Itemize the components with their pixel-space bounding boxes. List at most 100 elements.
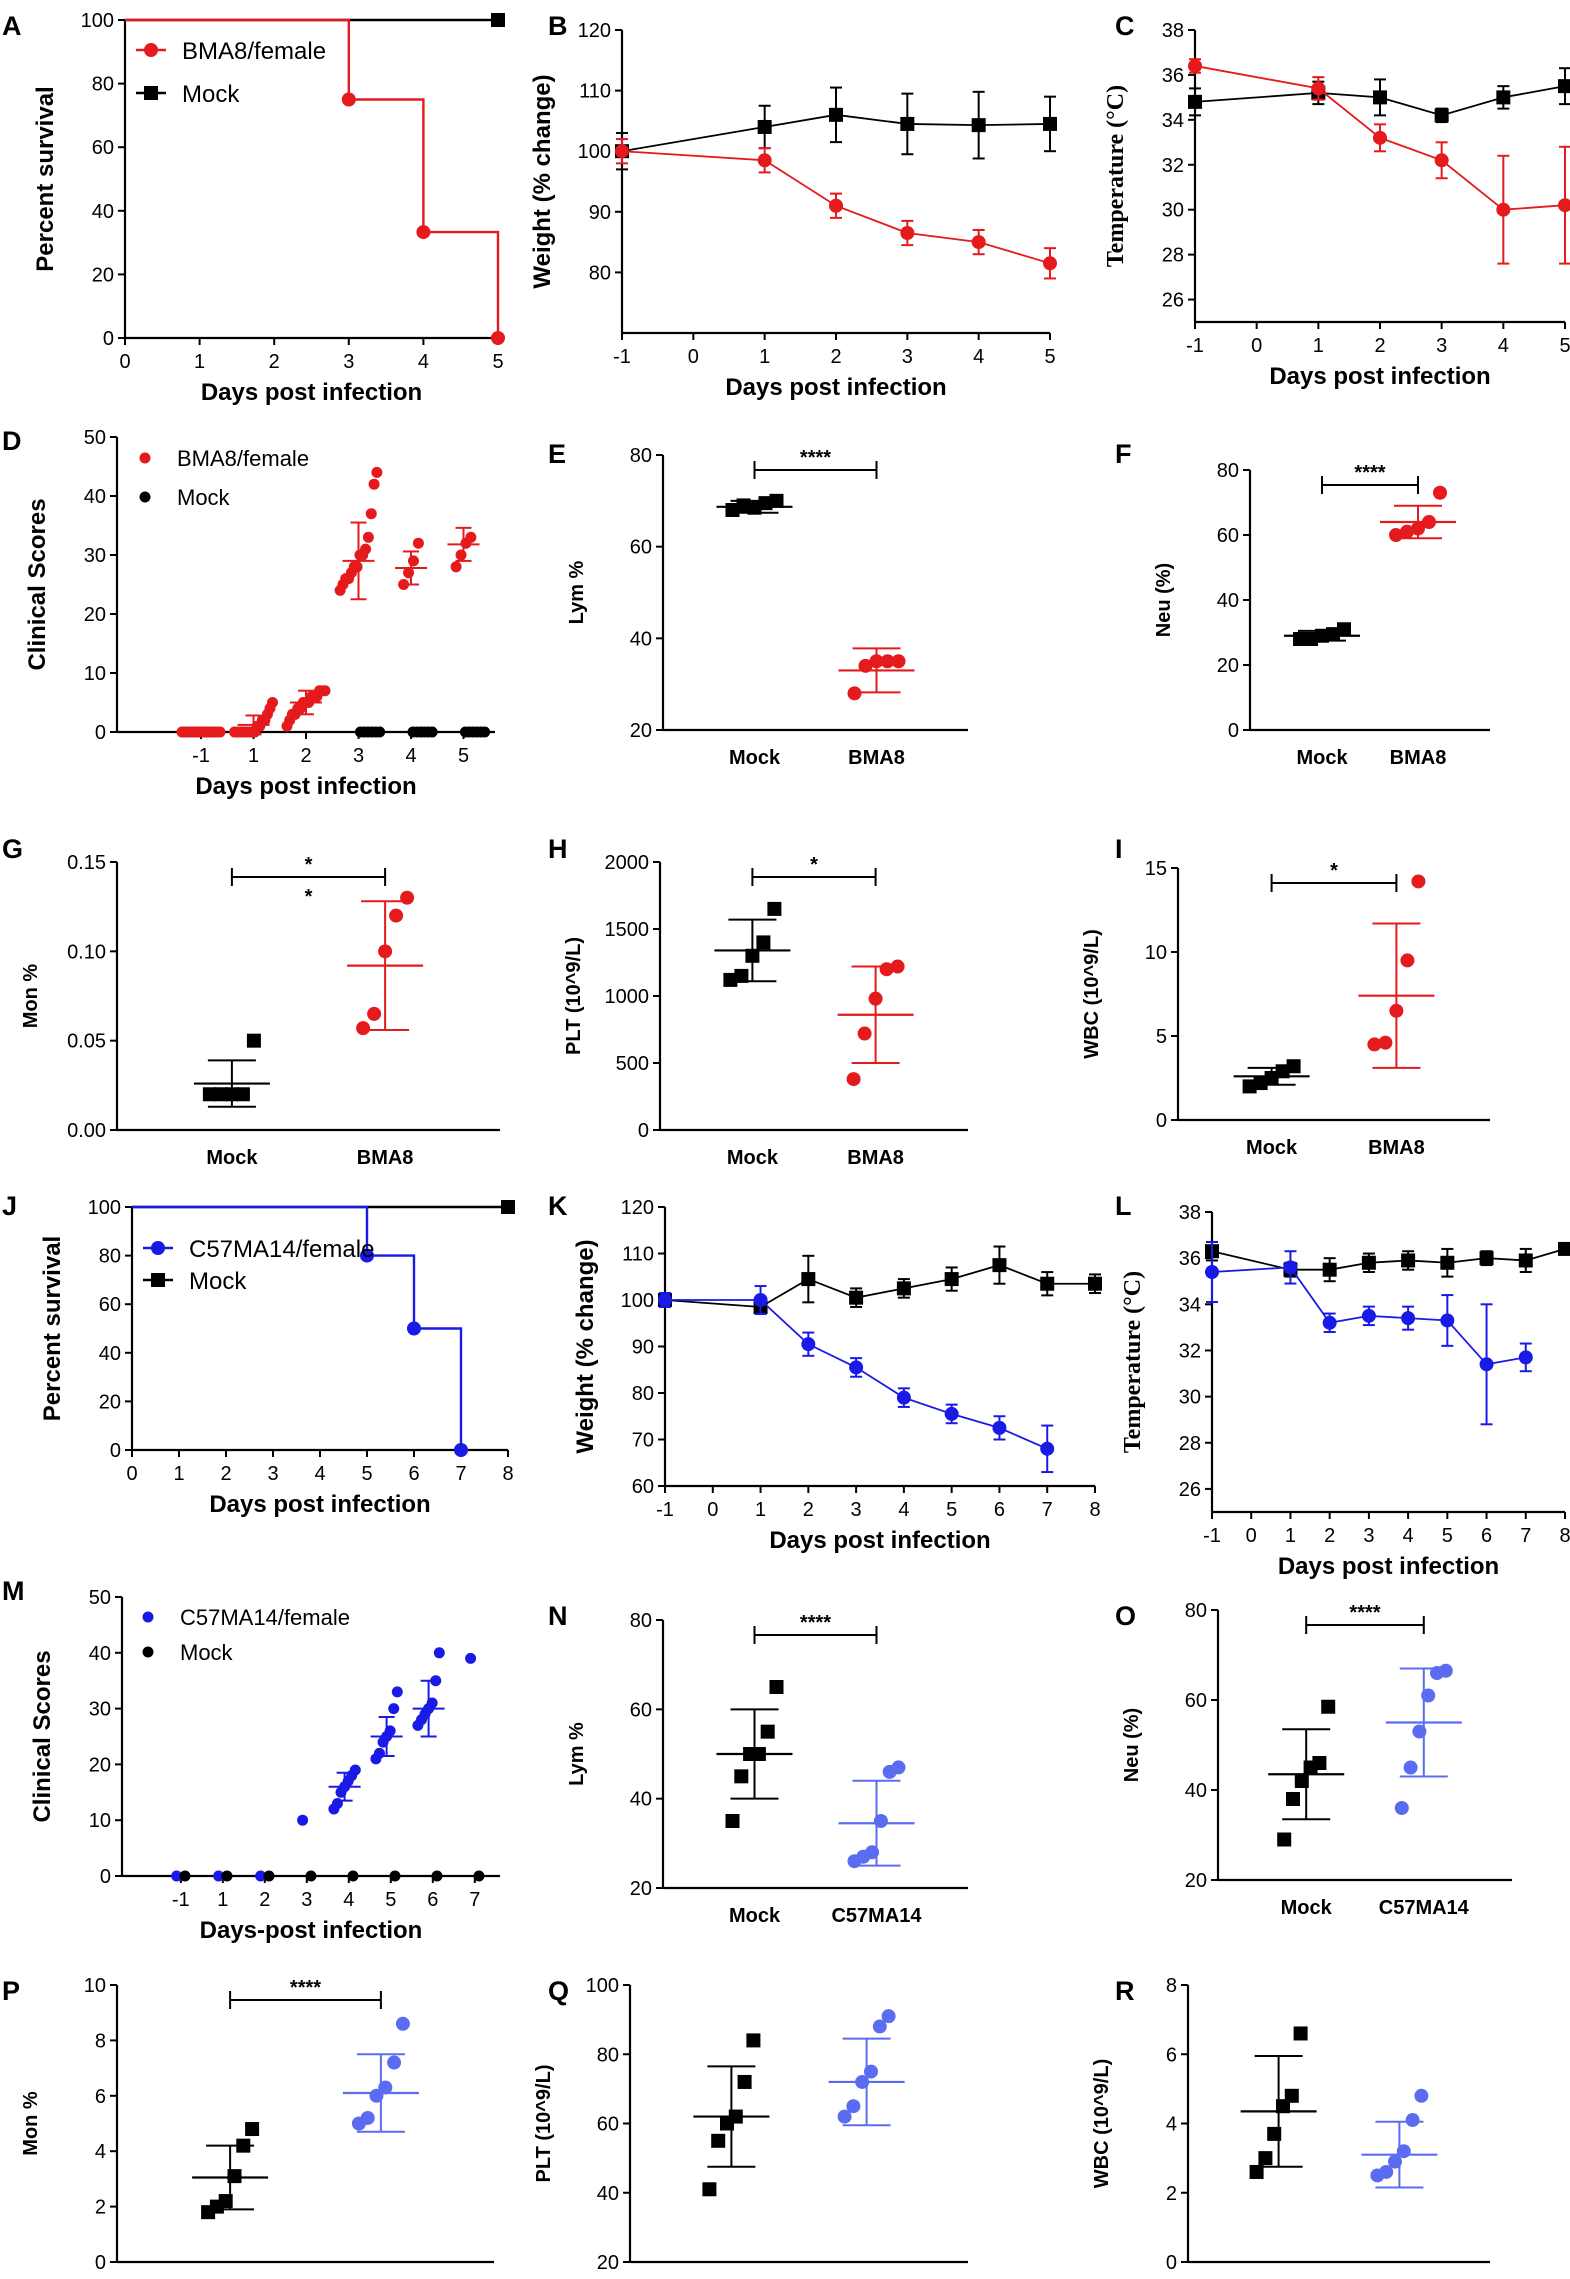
y-tick-label-n: 40 xyxy=(630,1789,652,1811)
y-tick-label-l: 32 xyxy=(1179,1340,1201,1362)
x-tick-label-a: 3 xyxy=(343,351,354,373)
y-tick-label-m: 0 xyxy=(100,1866,111,1888)
y-tick-label-r: 4 xyxy=(1166,2114,1177,2136)
y-tick-label-g: 0.10 xyxy=(67,941,106,963)
y-tick-label-k: 110 xyxy=(622,1244,654,1266)
survival-point xyxy=(454,1443,468,1457)
score-point-mock xyxy=(389,1870,401,1882)
group-point-mock xyxy=(1293,2026,1308,2041)
data-point-c57ma14-female xyxy=(944,1406,959,1421)
category-label-c57ma14: C57MA14 xyxy=(831,1905,922,1927)
category-label-bma8: BMA8 xyxy=(1390,747,1447,769)
legend-marker-mock xyxy=(151,1273,165,1287)
score-point-mock xyxy=(473,1870,485,1882)
group-point-c57ma14 xyxy=(1414,2088,1429,2103)
category-label-mock: Mock xyxy=(1246,1137,1298,1159)
group-point-bma8 xyxy=(1433,485,1447,500)
x-tick-label-m: 6 xyxy=(427,1889,438,1911)
y-tick-label-f: 80 xyxy=(1217,460,1239,482)
group-point-bma8 xyxy=(367,1006,382,1021)
y-tick-label-c: 30 xyxy=(1162,200,1184,222)
group-point-c57ma14 xyxy=(395,2016,410,2031)
y-tick-label-l: 30 xyxy=(1179,1387,1201,1409)
y-axis-title-h: PLT (10^9/L) xyxy=(563,937,585,1055)
y-tick-label-j: 0 xyxy=(110,1440,121,1462)
category-label-mock: Mock xyxy=(727,1147,779,1169)
category-label-mock: Mock xyxy=(729,747,781,769)
group-point-mock xyxy=(769,1680,784,1694)
y-tick-label-c: 32 xyxy=(1162,155,1184,177)
data-point-c57ma14-female xyxy=(1361,1308,1376,1323)
category-label-mock: Mock xyxy=(729,1905,781,1927)
y-axis-title-d: Clinical Scores xyxy=(24,498,51,670)
data-point-mock xyxy=(971,118,986,133)
y-tick-label-p: 8 xyxy=(95,2030,106,2052)
score-point-bma8-female xyxy=(465,531,477,543)
group-point-mock xyxy=(1253,1076,1268,1091)
panel-letter-a: A xyxy=(2,11,22,41)
group-point-bma8 xyxy=(880,654,895,669)
y-axis-title-m: Clinical Scores xyxy=(29,1650,56,1822)
data-point-mock xyxy=(1496,90,1511,105)
y-tick-label-l: 38 xyxy=(1179,1202,1201,1224)
data-point-c57ma14-female xyxy=(801,1337,816,1352)
x-tick-label-k: 6 xyxy=(994,1499,1005,1521)
x-tick-label-d: 2 xyxy=(300,745,311,767)
score-point-mock xyxy=(263,1870,275,1882)
data-point-mock xyxy=(900,116,915,131)
legend-label-bma8-female: BMA8/female xyxy=(177,446,309,471)
score-point-bma8-female xyxy=(360,543,372,555)
group-point-mock xyxy=(246,1033,261,1048)
legend-label-mock: Mock xyxy=(182,81,240,108)
group-point-bma8 xyxy=(857,1026,872,1041)
x-tick-label-b: 3 xyxy=(902,346,913,368)
group-point-mock xyxy=(711,2133,726,2148)
category-label-mock: Mock xyxy=(1281,1897,1333,1919)
survival-curve-bma8-female xyxy=(125,18,500,338)
y-tick-label-k: 100 xyxy=(621,1290,654,1312)
data-point-c57ma14-female xyxy=(658,1293,672,1307)
y-tick-label-r: 2 xyxy=(1166,2183,1177,2205)
data-point-mock xyxy=(829,107,843,122)
category-label-mock: Mock xyxy=(206,1147,258,1169)
score-point-c57ma14-female xyxy=(391,1686,403,1698)
score-point-c57ma14-female xyxy=(171,1870,183,1882)
y-tick-label-c: 28 xyxy=(1162,245,1184,267)
score-point-bma8-female xyxy=(351,561,363,573)
legend-marker-mock xyxy=(142,1646,154,1658)
score-point-mock xyxy=(431,1870,443,1882)
y-axis-title-f: Neu (%) xyxy=(1153,563,1175,637)
group-point-mock xyxy=(1242,1079,1257,1094)
data-point-mock xyxy=(1401,1253,1416,1268)
data-point-c57ma14-female xyxy=(1401,1311,1416,1326)
group-point-c57ma14 xyxy=(1405,2113,1420,2128)
x-tick-label-m: 5 xyxy=(385,1889,396,1911)
panel-b: B 80 90 100 110 120 -1 0 1 2 3 4 5 Days post infectio… xyxy=(529,11,1057,401)
y-tick-label-e: 20 xyxy=(630,720,652,742)
data-point-mock xyxy=(849,1290,864,1305)
group-point-bma8 xyxy=(1400,524,1414,539)
panel-letter-c: C xyxy=(1115,11,1135,41)
significance-label: * xyxy=(1330,860,1338,882)
x-tick-label-d: 4 xyxy=(405,745,416,767)
legend-marker-bma8-female xyxy=(139,452,151,464)
panel-letter-q: Q xyxy=(548,1976,569,2006)
data-point-bma8-female xyxy=(1043,256,1057,271)
x-tick-label-d: 1 xyxy=(248,745,259,767)
group-point-c57ma14 xyxy=(837,2109,852,2124)
x-tick-label-l: 2 xyxy=(1324,1525,1335,1547)
y-tick-label-h: 500 xyxy=(616,1053,649,1075)
x-tick-label-a: 1 xyxy=(194,351,205,373)
x-tick-label-c: 0 xyxy=(1251,335,1262,357)
x-tick-label-c: 3 xyxy=(1436,335,1447,357)
y-tick-label-j: 80 xyxy=(99,1246,121,1268)
y-tick-label-h: 1500 xyxy=(605,919,650,941)
panel-d: D 0 10 20 30 40 50 -1 1 2 3 4 5 Days post infection Cl… xyxy=(2,426,495,800)
y-tick-label-j: 20 xyxy=(99,1391,121,1413)
y-tick-label-c: 36 xyxy=(1162,65,1184,87)
score-point-mock xyxy=(426,726,438,738)
y-tick-label-b: 100 xyxy=(578,141,611,163)
group-point-mock xyxy=(1286,1059,1301,1074)
